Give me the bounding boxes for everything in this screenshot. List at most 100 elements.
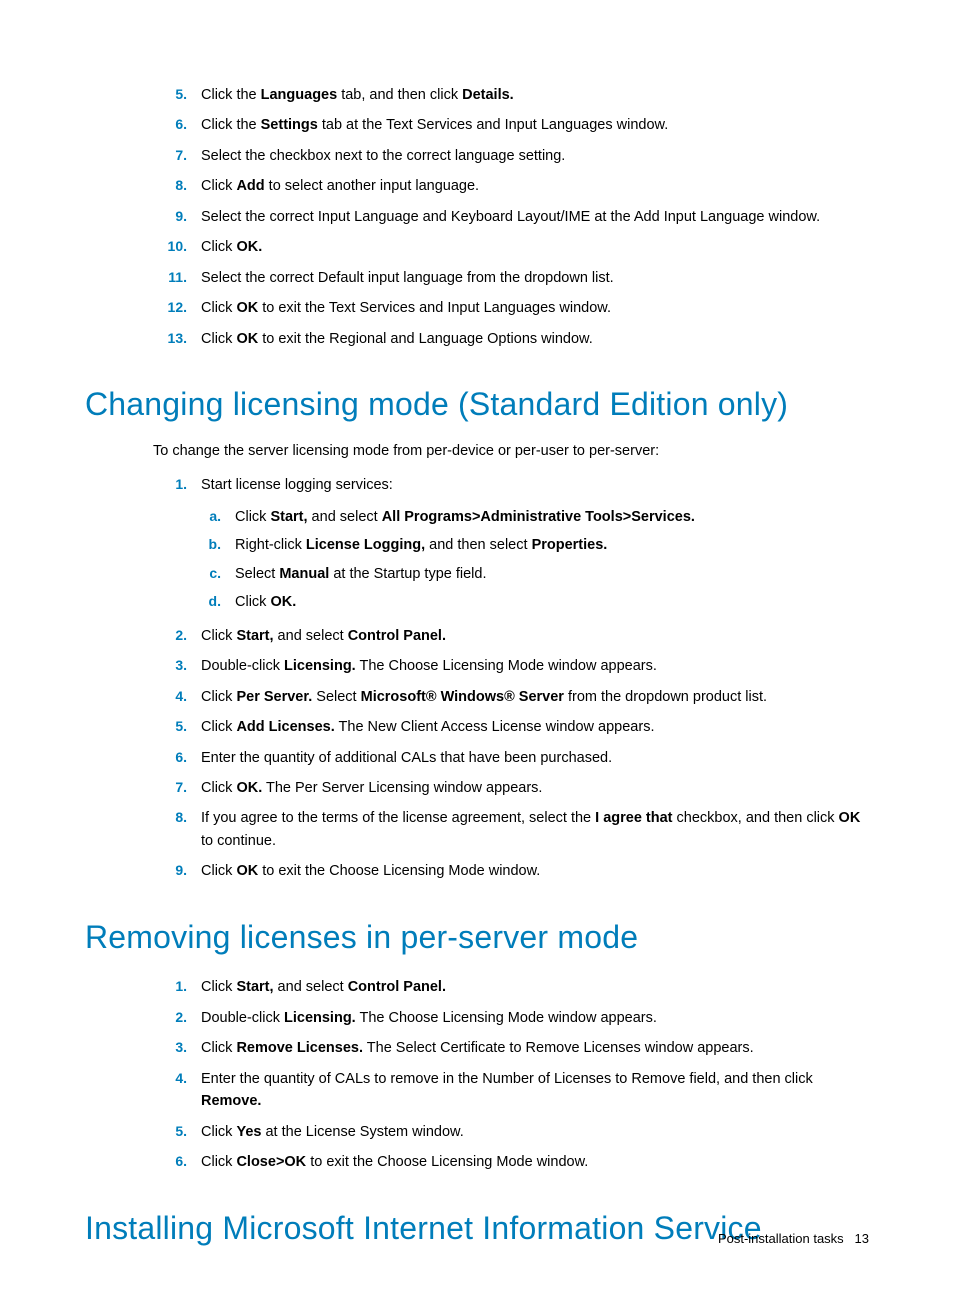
- list-item: 2. Double-click Licensing. The Choose Lic…: [153, 1003, 869, 1033]
- bold-text: I agree that: [595, 810, 672, 826]
- list-item-text: Click Start, and select Control Panel.: [201, 979, 446, 995]
- bold-text: Manual: [279, 566, 329, 582]
- list-item: 7. Select the checkbox next to the correc…: [153, 141, 869, 171]
- list-marker: b.: [201, 534, 221, 556]
- bold-text: Yes: [236, 1124, 261, 1140]
- list-item: 5. Click the Languages tab, and then clic…: [153, 80, 869, 110]
- list-item: 8. If you agree to the terms of the licen…: [153, 803, 869, 856]
- list-item: 3.Double-click Licensing. The Choose Lic…: [153, 651, 869, 681]
- list-marker: 4.: [153, 1068, 187, 1090]
- bold-text: Add Licenses.: [236, 719, 334, 735]
- list-item-text: Click OK to exit the Regional and Langua…: [201, 331, 593, 347]
- list-item-text: Start license logging services:: [201, 477, 393, 493]
- list-marker: 13.: [153, 328, 187, 350]
- list-item-text: Click the Settings tab at the Text Servi…: [201, 117, 668, 133]
- list-marker: 8.: [153, 807, 187, 829]
- sub-list-item: d. Click OK.: [201, 588, 869, 616]
- list-marker: 11.: [153, 267, 187, 289]
- list-item: 10.Click OK.: [153, 232, 869, 262]
- list-marker: 9.: [153, 860, 187, 882]
- list-item-text: Click OK. The Per Server Licensing windo…: [201, 780, 542, 796]
- list-item: 2. Click Start, and select Control Panel.: [153, 621, 869, 651]
- footer-page-number: 13: [855, 1231, 869, 1246]
- list-item-text: Right-click License Logging, and then se…: [235, 537, 607, 553]
- bold-text: Properties.: [532, 537, 608, 553]
- list-item-text: Click Remove Licenses. The Select Certif…: [201, 1040, 754, 1056]
- list-marker: a.: [201, 506, 221, 528]
- list-marker: d.: [201, 591, 221, 613]
- list-item-text: Click OK to exit the Choose Licensing Mo…: [201, 863, 540, 879]
- bold-text: Details.: [462, 87, 514, 103]
- list-item: 9. Click OK to exit the Choose Licensing …: [153, 856, 869, 886]
- list-marker: 1.: [153, 474, 187, 496]
- sub-list: a. Click Start, and select All Programs>A…: [201, 503, 869, 617]
- bold-text: Start,: [236, 628, 273, 644]
- bold-text: Start,: [270, 509, 307, 525]
- list-marker: 3.: [153, 1037, 187, 1059]
- list-item: 11. Select the correct Default input lang…: [153, 263, 869, 293]
- bold-text: OK.: [270, 594, 296, 610]
- list-item-text: Click the Languages tab, and then click …: [201, 87, 514, 103]
- list-item: 4.Enter the quantity of CALs to remove i…: [153, 1064, 869, 1117]
- bold-text: OK.: [236, 239, 262, 255]
- list-marker: 6.: [153, 114, 187, 136]
- list-item-text: Select Manual at the Startup type field.: [235, 566, 486, 582]
- list-item: 8.Click Add to select another input lang…: [153, 171, 869, 201]
- list-marker: 3.: [153, 655, 187, 677]
- list-item: 6. Click the Settings tab at the Text Ser…: [153, 110, 869, 140]
- list-item-text: Click Start, and select Control Panel.: [201, 628, 446, 644]
- list-licensing-mode: 1. Start license logging services: a. Click…: [153, 470, 869, 887]
- list-item-text: Click OK.: [235, 594, 296, 610]
- footer-label: Post-installation tasks: [718, 1231, 844, 1246]
- list-marker: 5.: [153, 716, 187, 738]
- list-item: 6. Enter the quantity of additional CALs …: [153, 743, 869, 773]
- bold-text: Close>OK: [236, 1154, 306, 1170]
- bold-text: Start,: [236, 979, 273, 995]
- bold-text: OK: [236, 331, 258, 347]
- list-item-text: Click Per Server. Select Microsoft® Wind…: [201, 689, 767, 705]
- list-item-text: If you agree to the terms of the license…: [201, 810, 860, 848]
- sub-list-item: b. Right-click License Logging, and then …: [201, 531, 869, 559]
- list-marker: 8.: [153, 175, 187, 197]
- list-marker: 7.: [153, 145, 187, 167]
- bold-text: OK: [236, 863, 258, 879]
- bold-text: Settings: [261, 117, 318, 133]
- list-item-text: Click Yes at the License System window.: [201, 1124, 464, 1140]
- sub-list-item: a. Click Start, and select All Programs>A…: [201, 503, 869, 531]
- bold-text: Microsoft® Windows® Server: [361, 689, 564, 705]
- intro-licensing-mode: To change the server licensing mode from…: [153, 440, 869, 462]
- list-marker: 2.: [153, 1007, 187, 1029]
- bold-text: License Logging,: [306, 537, 425, 553]
- heading-remove-licenses: Removing licenses in per-server mode: [85, 913, 869, 963]
- list-item-text: Click OK.: [201, 239, 262, 255]
- document-page: 5. Click the Languages tab, and then clic…: [0, 0, 954, 1293]
- list-item-text: Enter the quantity of additional CALs th…: [201, 750, 612, 766]
- list-item-text: Select the checkbox next to the correct …: [201, 148, 565, 164]
- list-item: 12.Click OK to exit the Text Services an…: [153, 293, 869, 323]
- list-item: 9.Select the correct Input Language and …: [153, 202, 869, 232]
- page-footer: Post-installation tasks 13: [718, 1229, 869, 1249]
- bold-text: Remove Licenses.: [236, 1040, 363, 1056]
- list-item-text: Click OK to exit the Text Services and I…: [201, 300, 611, 316]
- list-item-text: Select the correct Default input languag…: [201, 270, 614, 286]
- list-item: 6.Click Close>OK to exit the Choose Lice…: [153, 1147, 869, 1177]
- bold-text: OK.: [236, 780, 262, 796]
- bold-text: Control Panel.: [348, 979, 446, 995]
- bold-text: Add: [236, 178, 264, 194]
- list-marker: 5.: [153, 84, 187, 106]
- list-marker: 2.: [153, 625, 187, 647]
- list-item-text: Double-click Licensing. The Choose Licen…: [201, 1010, 657, 1026]
- list-item-text: Select the correct Input Language and Ke…: [201, 209, 820, 225]
- bold-text: Per Server.: [236, 689, 312, 705]
- list-item: 5.Click Yes at the License System window…: [153, 1117, 869, 1147]
- bold-text: Licensing.: [284, 658, 356, 674]
- list-marker: 6.: [153, 747, 187, 769]
- list-item-text: Click Add Licenses. The New Client Acces…: [201, 719, 654, 735]
- list-item: 1. Start license logging services: a. Click…: [153, 470, 869, 620]
- list-item-text: Click Start, and select All Programs>Adm…: [235, 509, 695, 525]
- bold-text: All Programs>Administrative Tools>Servic…: [382, 509, 695, 525]
- list-marker: 7.: [153, 777, 187, 799]
- bold-text: OK: [236, 300, 258, 316]
- list-top: 5. Click the Languages tab, and then clic…: [153, 80, 869, 354]
- sub-list-item: c.Select Manual at the Startup type fiel…: [201, 560, 869, 588]
